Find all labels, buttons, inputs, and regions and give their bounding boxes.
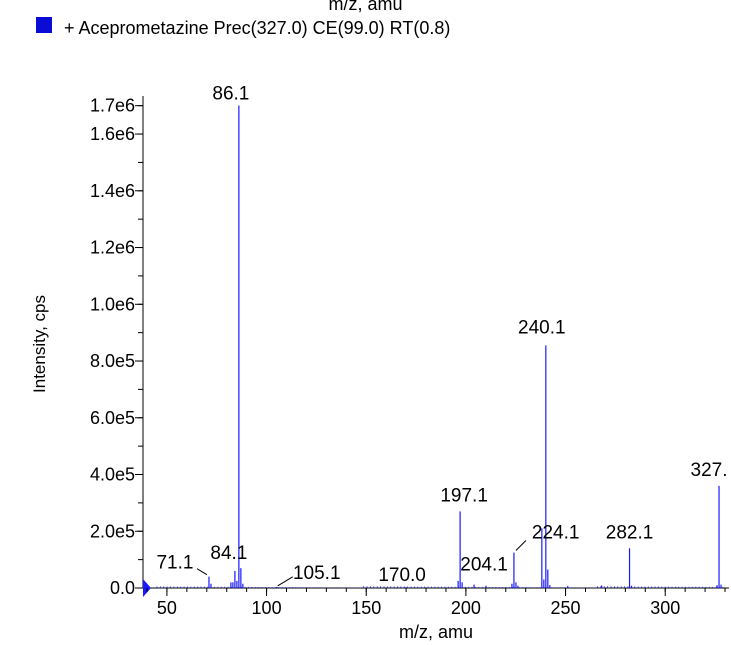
peak-label: 197.1 (440, 485, 488, 506)
y-tick-label: 1.6e6 (90, 124, 135, 144)
y-tick-label: 1.4e6 (90, 181, 135, 201)
x-tick-label: 200 (451, 598, 481, 618)
x-tick-label: 100 (252, 598, 282, 618)
peak-label: 71.1 (156, 553, 193, 574)
y-tick-label: 1.0e6 (90, 294, 135, 314)
label-leader (277, 576, 294, 587)
peak-label: 282.1 (606, 522, 654, 543)
x-tick-label: 150 (351, 598, 381, 618)
label-leader (196, 568, 208, 576)
x-axis-ticks: 50 100 150 200 250 300 (146, 588, 726, 618)
y-tick-label: 1.2e6 (90, 238, 135, 258)
x-tick-label: 250 (551, 598, 581, 618)
legend-label: + Aceprometazine Prec(327.0) CE(99.0) RT… (64, 18, 451, 38)
peak-label: 86.1 (212, 84, 249, 105)
legend: + Aceprometazine Prec(327.0) CE(99.0) RT… (36, 14, 450, 38)
label-leader (515, 540, 527, 551)
peak-label: 224.1 (532, 523, 580, 544)
top-clipped-axis-label: m/z, amu (328, 0, 403, 14)
y-tick-label: 2.0e5 (90, 521, 135, 541)
peak-labels: 86.1 240.1 327. 197.1 224.1 282.1 84.1 71.1 105.… (156, 84, 728, 587)
peaks (156, 105, 724, 588)
peak-label: 170.0 (378, 565, 426, 586)
x-axis-title: m/z, amu (398, 622, 474, 642)
y-tick-label: 4.0e5 (90, 465, 135, 485)
legend-swatch (36, 16, 52, 33)
peak-label: 204.1 (460, 555, 508, 576)
y-tick-label: 6.0e5 (90, 408, 135, 428)
peak-label: 105.1 (293, 563, 341, 584)
y-axis-ticks: 0.0 2.0e5 4.0e5 6.0e5 8.0e5 1.0e6 1.2e6 1.4e6 1.… (90, 96, 143, 598)
peak-label: 240.1 (518, 317, 566, 338)
x-tick-label: 300 (650, 598, 680, 618)
peak-label: 327. (691, 460, 728, 481)
x-tick-label: 50 (157, 598, 177, 618)
y-tick-label: 8.0e5 (90, 351, 135, 371)
y-tick-label: 0.0 (110, 578, 135, 598)
peak-label: 84.1 (210, 543, 247, 564)
y-tick-label: 1.7e6 (90, 96, 135, 116)
